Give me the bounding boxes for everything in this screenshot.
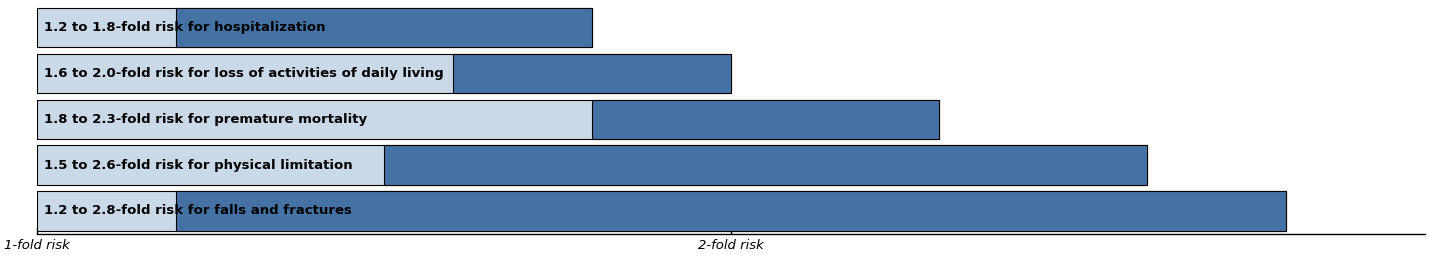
Bar xyxy=(37,100,939,138)
Bar xyxy=(37,8,592,47)
Text: 1.2 to 2.8-fold risk for falls and fractures: 1.2 to 2.8-fold risk for falls and fract… xyxy=(44,205,352,218)
Text: 1.5 to 2.6-fold risk for physical limitation: 1.5 to 2.6-fold risk for physical limita… xyxy=(44,158,353,172)
Text: 1.2 to 1.8-fold risk for hospitalization: 1.2 to 1.8-fold risk for hospitalization xyxy=(44,21,326,34)
Text: 1.6 to 2.0-fold risk for loss of activities of daily living: 1.6 to 2.0-fold risk for loss of activit… xyxy=(44,67,444,80)
Bar xyxy=(37,191,1286,230)
Bar xyxy=(37,145,1147,185)
Bar xyxy=(176,191,1286,230)
Bar xyxy=(384,145,1147,185)
Bar xyxy=(453,54,732,93)
Bar xyxy=(176,8,592,47)
Bar xyxy=(592,100,939,138)
Text: 1.8 to 2.3-fold risk for premature mortality: 1.8 to 2.3-fold risk for premature morta… xyxy=(44,113,367,126)
Bar xyxy=(37,54,732,93)
